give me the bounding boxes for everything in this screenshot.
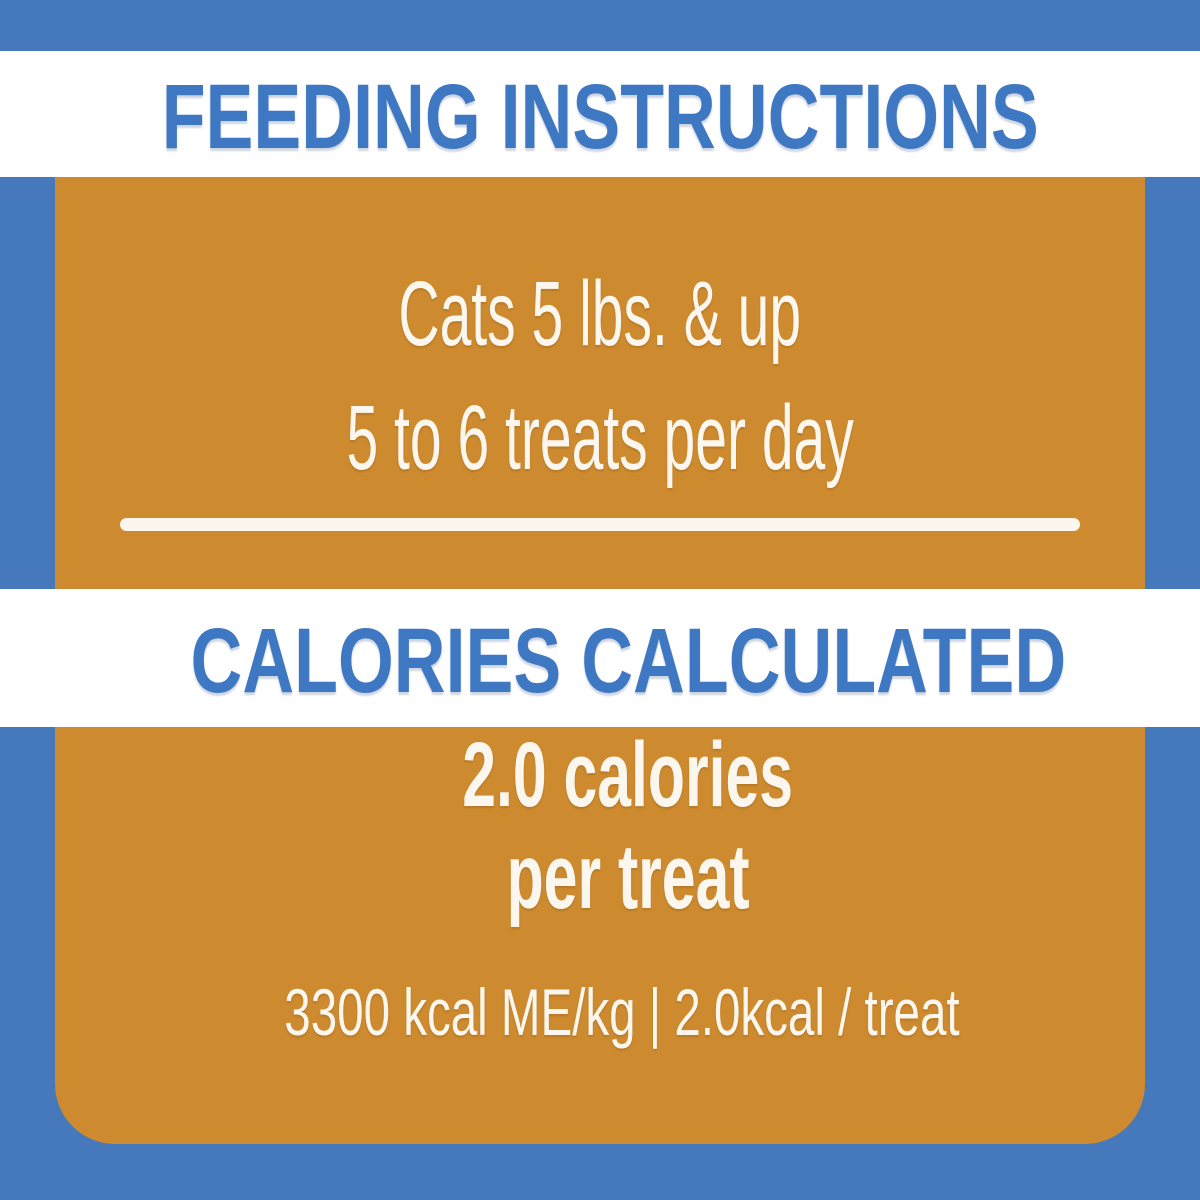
feeding-line-treats-text: 5 to 6 treats per day (346, 387, 854, 489)
calories-amount-line: 2.0 calories (0, 729, 1200, 821)
divider-line (120, 518, 1080, 531)
feeding-line-cats-text: Cats 5 lbs. & up (398, 263, 802, 365)
calories-detail-line: 3300 kcal ME/kg | 2.0kcal / treat (0, 979, 1200, 1045)
calories-unit-text: per treat (506, 826, 750, 928)
calories-amount-text: 2.0 calories (462, 724, 794, 826)
feeding-line-cats: Cats 5 lbs. & up (0, 268, 1200, 360)
calories-detail-text: 3300 kcal ME/kg | 2.0kcal / treat (284, 975, 960, 1049)
feeding-instructions-title: FEEDING INSTRUCTIONS (161, 65, 1039, 168)
feeding-line-treats: 5 to 6 treats per day (0, 392, 1200, 484)
calories-unit-line: per treat (0, 831, 1200, 923)
calories-calculated-title: CALORIES CALCULATED (190, 609, 1066, 712)
calories-calculated-band: CALORIES CALCULATED (0, 589, 1200, 727)
feeding-instructions-band: FEEDING INSTRUCTIONS (0, 51, 1200, 177)
